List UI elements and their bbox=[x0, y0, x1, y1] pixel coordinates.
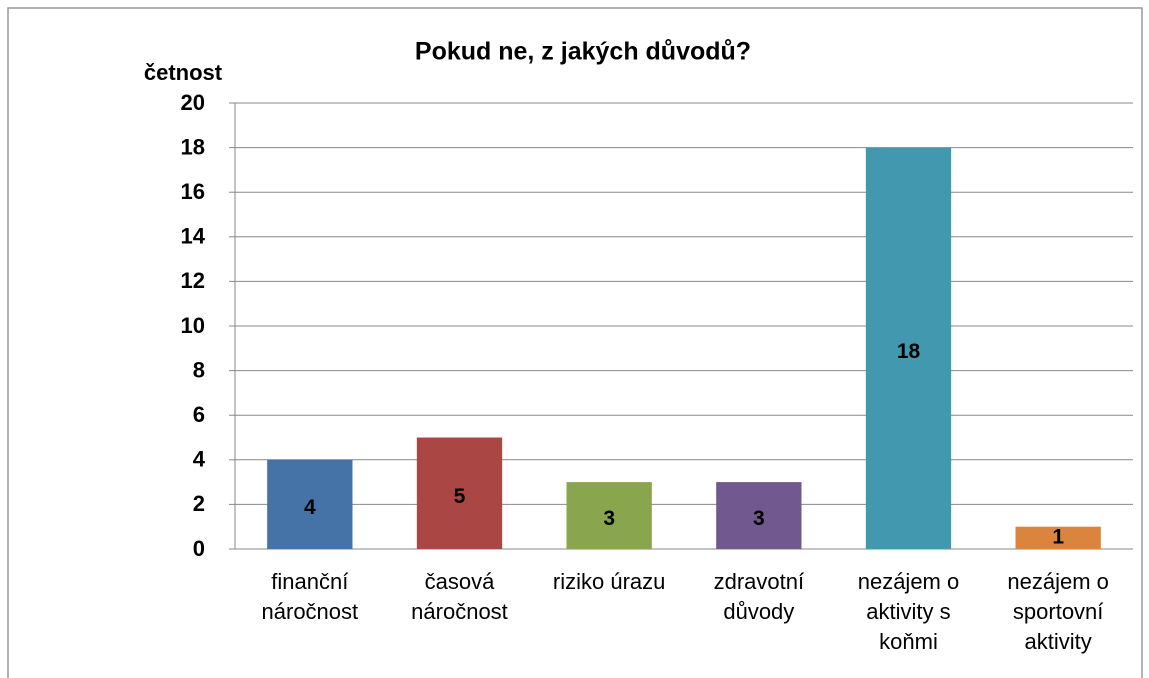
y-tick-label: 12 bbox=[181, 268, 205, 293]
data-label: 4 bbox=[304, 496, 316, 519]
x-tick-label: finanční náročnost bbox=[261, 569, 359, 624]
y-tick-label: 0 bbox=[193, 536, 205, 561]
x-tick-label: nezájem o aktivity s koňmi bbox=[857, 569, 960, 654]
data-label: 3 bbox=[603, 507, 615, 530]
chart-frame bbox=[7, 7, 1143, 678]
bar bbox=[865, 147, 952, 549]
y-tick-label: 16 bbox=[181, 179, 205, 204]
y-tick-label: 18 bbox=[181, 134, 205, 159]
x-tick-label: časová náročnost bbox=[411, 569, 508, 624]
data-label: 5 bbox=[454, 485, 466, 508]
y-tick-label: 6 bbox=[193, 402, 205, 427]
x-tick-label: riziko úrazu bbox=[552, 569, 666, 594]
bar bbox=[267, 459, 353, 549]
x-tick-label: nezájem o sportovní aktivity bbox=[1007, 569, 1109, 654]
data-label: 18 bbox=[897, 340, 921, 363]
y-tick-label: 10 bbox=[181, 313, 205, 338]
bar bbox=[416, 437, 503, 549]
data-label: 1 bbox=[1052, 526, 1064, 549]
y-tick-label: 8 bbox=[193, 357, 205, 382]
bar bbox=[1015, 526, 1101, 549]
bar bbox=[566, 482, 652, 549]
chart-title: Pokud ne, z jakých důvodů? bbox=[415, 38, 751, 66]
y-tick-label: 20 bbox=[181, 90, 205, 115]
x-tick-label: zdravotní důvody bbox=[713, 569, 805, 624]
bar bbox=[716, 482, 802, 549]
y-axis-label: četnost bbox=[144, 60, 223, 85]
data-label: 3 bbox=[753, 507, 765, 530]
y-tick-label: 2 bbox=[193, 491, 205, 516]
y-tick-label: 4 bbox=[193, 447, 206, 472]
y-tick-label: 14 bbox=[181, 224, 206, 249]
